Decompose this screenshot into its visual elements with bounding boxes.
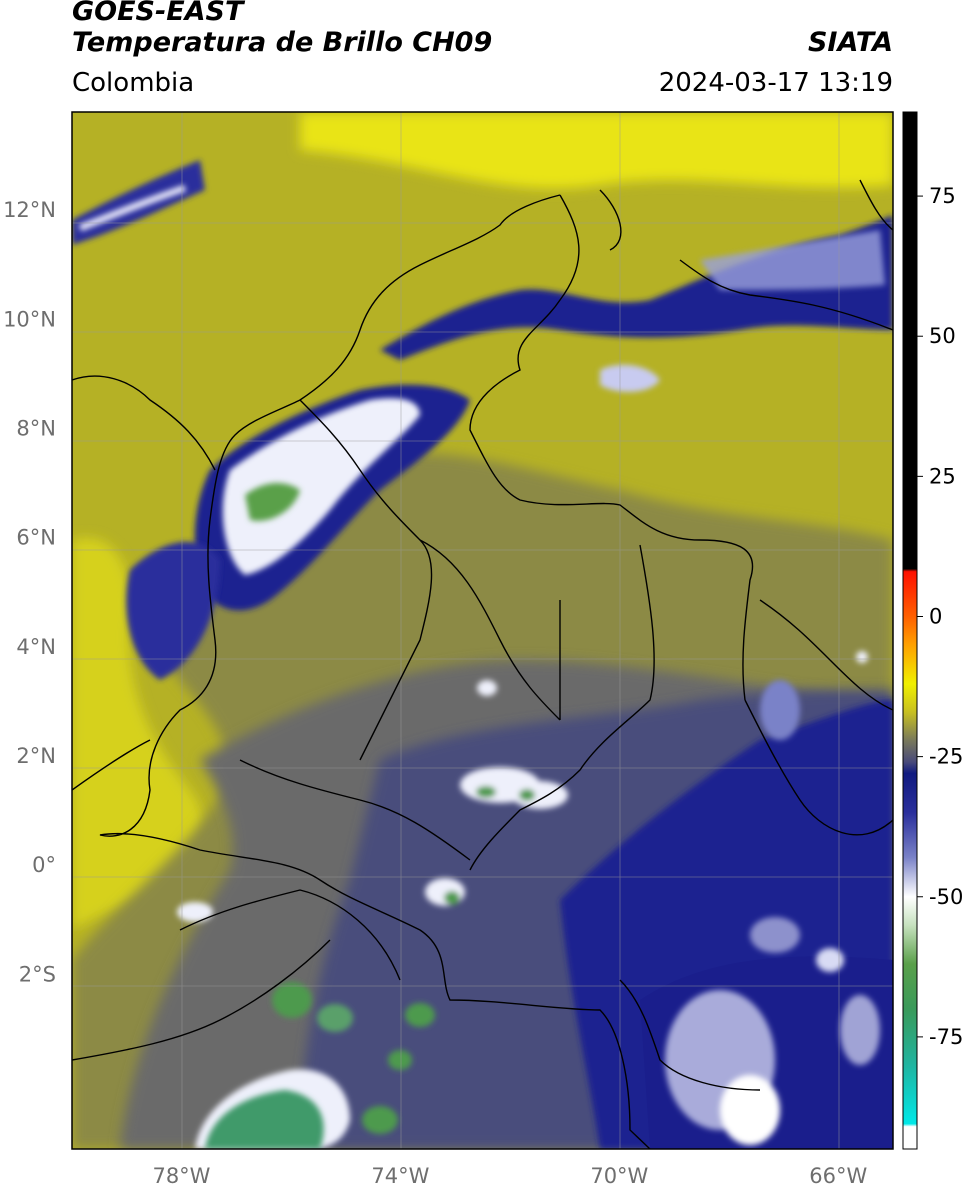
colorbar-bar: [902, 111, 918, 1150]
political-boundaries: [72, 179, 893, 1149]
lat-tick-label: 12°N: [3, 198, 56, 222]
north-yellow-area: [300, 112, 893, 189]
lon-tick-label: 78°W: [152, 1164, 210, 1188]
cluster-green-core: [245, 483, 300, 521]
longitude-labels: 78°W 74°W 70°W 66°W: [152, 1164, 867, 1188]
region-label: Colombia: [72, 68, 195, 98]
satellite-image: [72, 112, 893, 1149]
latitude-labels: 12°N 10°N 8°N 6°N 4°N 2°N 0° 2°S: [3, 198, 56, 986]
colorbar-tick-label: 25: [929, 464, 956, 488]
colorbar-tick-label: 75: [929, 184, 956, 208]
pacific-yellow-band: [72, 538, 204, 930]
datetime-label: 2024-03-17 13:19: [658, 68, 893, 98]
colorbar-tick-label: -75: [929, 1025, 963, 1049]
lat-tick-label: 6°N: [16, 526, 56, 550]
lat-tick-label: 4°N: [16, 635, 56, 659]
colorbar-ticks: 75 50 25 0 -25 -50 -75: [917, 184, 963, 1049]
lon-tick-label: 66°W: [809, 1164, 867, 1188]
satellite-title: GOES-EAST: [72, 0, 244, 27]
lat-tick-label: 0°: [32, 853, 56, 877]
lat-tick-label: 2°S: [19, 962, 56, 986]
lon-tick-label: 74°W: [371, 1164, 429, 1188]
lon-tick-label: 70°W: [590, 1164, 648, 1188]
colorbar-tick-label: -50: [929, 885, 963, 909]
colorbar: 75 50 25 0 -25 -50 -75: [902, 111, 963, 1150]
northern-cloud-band: [380, 215, 893, 360]
colorbar-tick-label: 0: [929, 604, 942, 628]
convective-cells: [177, 651, 868, 1134]
cluster-white-core: [222, 398, 420, 575]
colombia-border: [99, 194, 651, 1149]
lat-tick-label: 2°N: [16, 744, 56, 768]
colorbar-tick-label: 50: [929, 324, 956, 348]
lat-tick-label: 8°N: [16, 417, 56, 441]
product-title: Temperatura de Brillo CH09: [72, 27, 493, 58]
colorbar-tick-label: -25: [929, 745, 963, 769]
map-frame: [71, 111, 894, 1150]
institution-label: SIATA: [807, 27, 893, 58]
gridlines: [72, 112, 893, 1149]
lat-tick-label: 10°N: [3, 307, 56, 331]
southeast-streaks: [665, 917, 880, 1145]
